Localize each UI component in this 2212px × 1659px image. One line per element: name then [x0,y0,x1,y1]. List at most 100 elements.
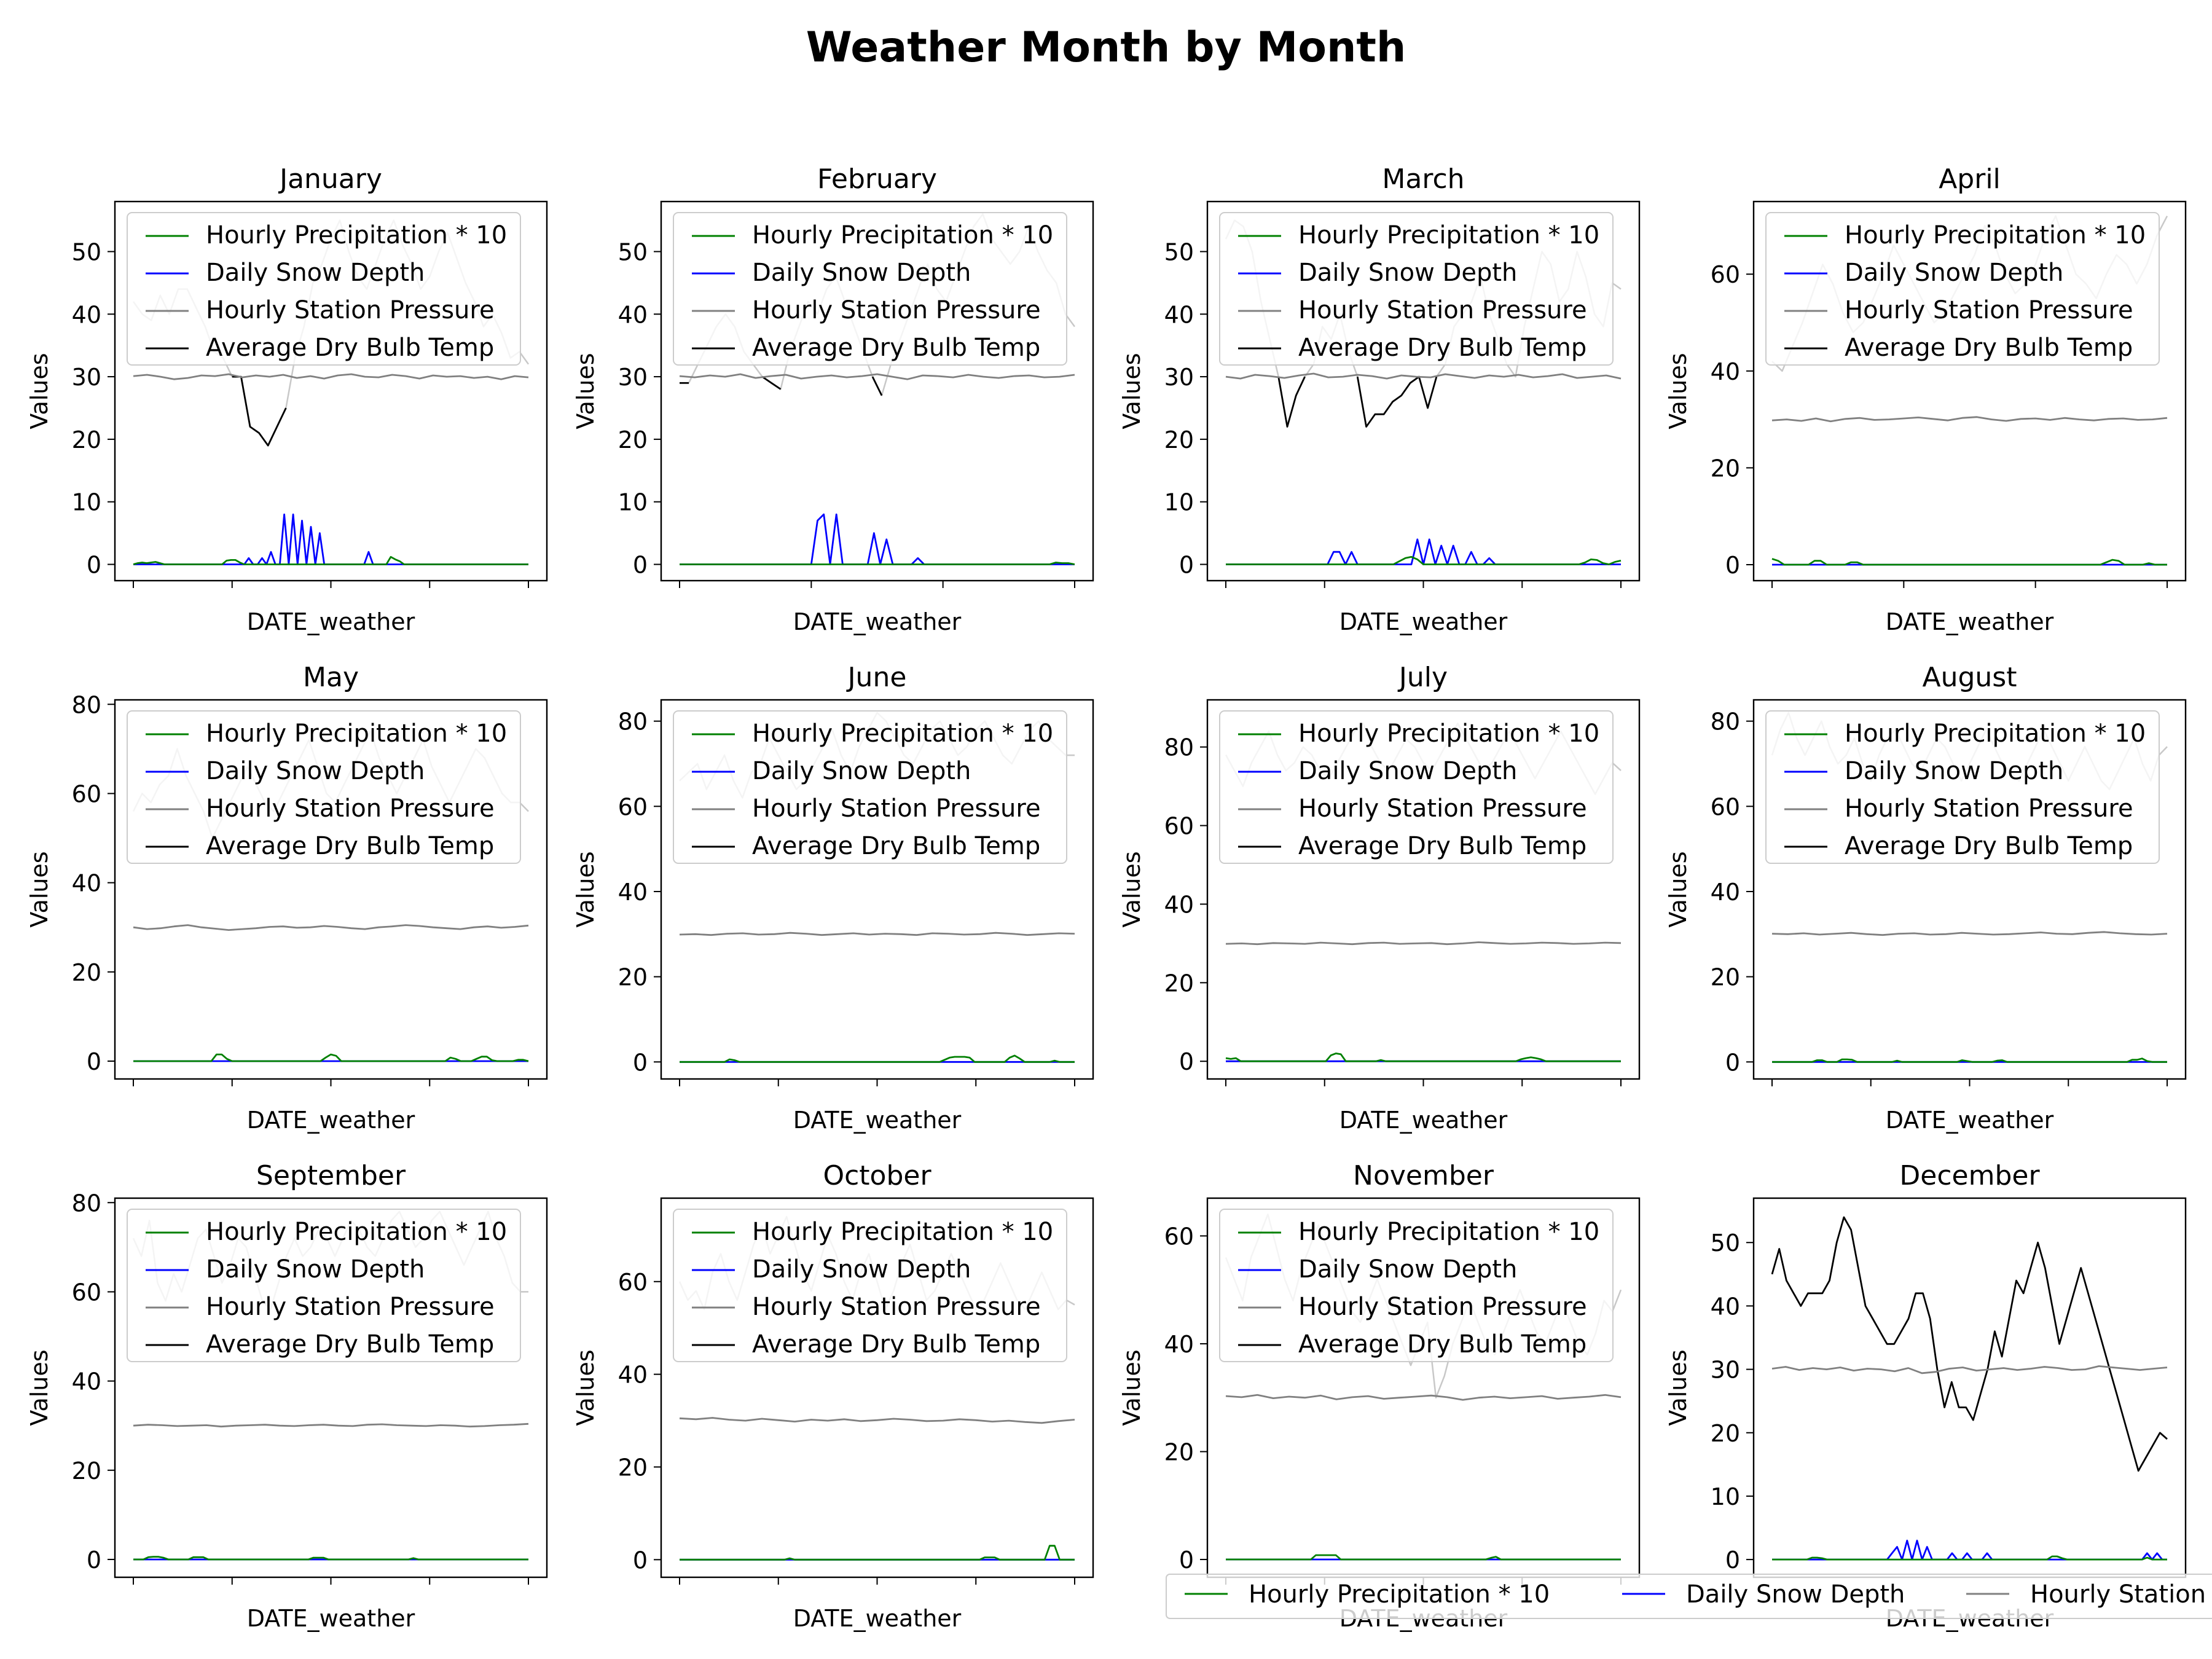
y-tick-label: 20 [1164,970,1194,997]
legend-label: Average Dry Bulb Temp [206,334,494,362]
y-tick-label: 40 [72,1368,101,1395]
subplot-october: October 0 20 40 60 DATE_weather Values Hourly P… [572,1160,1094,1632]
x-axis-label: DATE_weather [1339,1107,1508,1134]
legend-label: Hourly Precipitation * 10 [752,221,1053,249]
legend-label: Hourly Precipitation * 10 [1298,720,1599,748]
subplot-legend: Hourly Precipitation * 10 Daily Snow Dept… [127,1209,521,1362]
legend-label: Daily Snow Depth [1845,259,2063,287]
hourly-station-pressure-line [1771,416,2168,423]
y-tick-label: 20 [72,1457,101,1484]
legend-label: Average Dry Bulb Temp [1845,832,2133,860]
hourly-precipitation-10-line [1772,1057,2167,1063]
y-tick-label: 40 [618,301,648,328]
x-axis-label: DATE_weather [247,1605,415,1632]
y-tick-label: 0 [1179,1547,1194,1574]
subplot-november: November0204060DATE_weatherValuesHourly … [1118,1160,1641,1632]
average-dry-bulb-temp-line [1771,1216,2168,1472]
legend-label: Hourly Station Pressure [1298,1293,1587,1321]
y-tick-label: 40 [1164,891,1194,918]
legend-frame [1765,212,2160,366]
hourly-station-pressure-line [1225,372,1622,380]
legend-label: Hourly Precipitation * 10 [1298,1218,1599,1246]
legend-label: Hourly Precipitation * 10 [1298,221,1599,249]
y-tick-label: 20 [1711,1420,1740,1447]
y-tick-label: 60 [1711,261,1740,288]
x-axis-label: DATE_weather [793,1605,962,1632]
axes-frame [1752,699,2187,1080]
y-tick-label: 0 [633,552,648,579]
y-axis-label: Values [1665,851,1692,927]
legend-label: Hourly Precipitation * 10 [206,221,507,249]
legend-frame [673,1209,1067,1362]
y-tick-label: 40 [72,870,101,897]
x-axis-label: DATE_weather [793,1107,962,1134]
y-tick-label: 60 [1711,793,1740,820]
subplot-grid: January 0 10 20 30 40 50 DATE_weather Values Hour… [26,163,2187,1632]
y-tick-label: 30 [1164,364,1194,391]
y-tick-label: 20 [618,426,648,453]
legend-frame [127,1209,521,1362]
y-tick-label: 60 [618,1269,648,1296]
y-tick-label: 40 [72,301,101,328]
hourly-precipitation-10-line [680,1545,1075,1561]
legend-label: Daily Snow Depth [752,1255,971,1284]
y-tick-label: 40 [1711,1293,1740,1320]
legend-label: Daily Snow Depth [1298,259,1517,287]
y-tick-label: 80 [618,708,648,735]
y-tick-label: 30 [618,364,648,391]
subplot-legend: Hourly Precipitation * 10 Daily Snow Dept… [127,710,521,864]
legend-label: Hourly Station Pressure [752,794,1041,823]
axes-frame [660,699,1094,1080]
subplot-title: March [1382,163,1464,195]
legend-frame [1219,1209,1614,1362]
y-tick-label: 0 [87,552,101,579]
subplot-legend: Hourly Precipitation * 10 Daily Snow Dept… [1219,212,1614,366]
hourly-precipitation-10-line [133,1053,529,1062]
legend-frame [1765,710,2160,864]
average-dry-bulb-temp-line [1277,376,1306,428]
subplot-august: August 0 20 40 60 80 DATE_weather Values Hourly … [1665,662,2187,1134]
hourly-station-pressure-line [133,1422,529,1428]
y-tick-label: 50 [1711,1230,1740,1257]
subplot-september: September 0 20 40 60 80 DATE_weather Values Hour… [26,1160,548,1632]
subplot-march: March 0 10 20 30 40 50 DATE_weather Values Hourly… [1118,163,1641,635]
legend-label: Hourly Station Pressure [1845,794,2133,823]
subplot-july: July 0 20 40 60 80 DATE_weather Values Hourly Pr… [1118,662,1641,1134]
y-tick-label: 30 [72,364,101,391]
legend-label: Daily Snow Depth [206,259,425,287]
subplot-title: August [1923,662,2017,693]
subplot-january: January 0 10 20 30 40 50 DATE_weather Values Hour… [26,163,548,635]
legend-label: Daily Snow Depth [752,259,971,287]
y-tick-label: 40 [1711,358,1740,385]
y-tick-label: 20 [1164,1439,1194,1466]
subplot-title: July [1397,662,1448,693]
subplot-title: November [1353,1160,1494,1191]
hourly-station-pressure-line [679,373,1075,380]
y-tick-label: 20 [72,959,101,986]
y-axis-label: Values [572,1349,599,1426]
y-tick-label: 20 [618,1454,648,1481]
y-tick-label: 60 [72,1279,101,1306]
subplot-title: May [303,662,359,693]
subplot-february: February 0 10 20 30 40 50 DATE_weather Values Hou… [572,163,1094,635]
hourly-station-pressure-line [1771,931,2168,936]
subplot-legend: Hourly Precipitation * 10 Daily Snow Dept… [673,710,1067,864]
y-tick-label: 0 [1179,552,1194,579]
y-tick-label: 60 [1164,813,1194,840]
legend-label: Daily Snow Depth [1845,757,2063,785]
hourly-station-pressure-line [133,924,529,931]
x-axis-label: DATE_weather [1886,608,2054,635]
x-axis-label: DATE_weather [247,608,415,635]
legend-label: Hourly Station Pressure [206,296,495,324]
legend-frame [127,212,521,366]
legend-label: Daily Snow Depth [206,1255,425,1284]
subplot-title: January [278,163,382,195]
y-tick-label: 0 [87,1048,101,1075]
y-tick-label: 20 [618,964,648,991]
legend-label: Hourly Station Pressure [1298,296,1587,324]
subplot-legend: Hourly Precipitation * 10 Daily Snow Dept… [1765,212,2160,366]
subplot-title: February [817,163,937,195]
y-tick-label: 0 [633,1049,648,1076]
x-axis-label: DATE_weather [247,1107,415,1134]
y-tick-label: 0 [1725,552,1740,579]
